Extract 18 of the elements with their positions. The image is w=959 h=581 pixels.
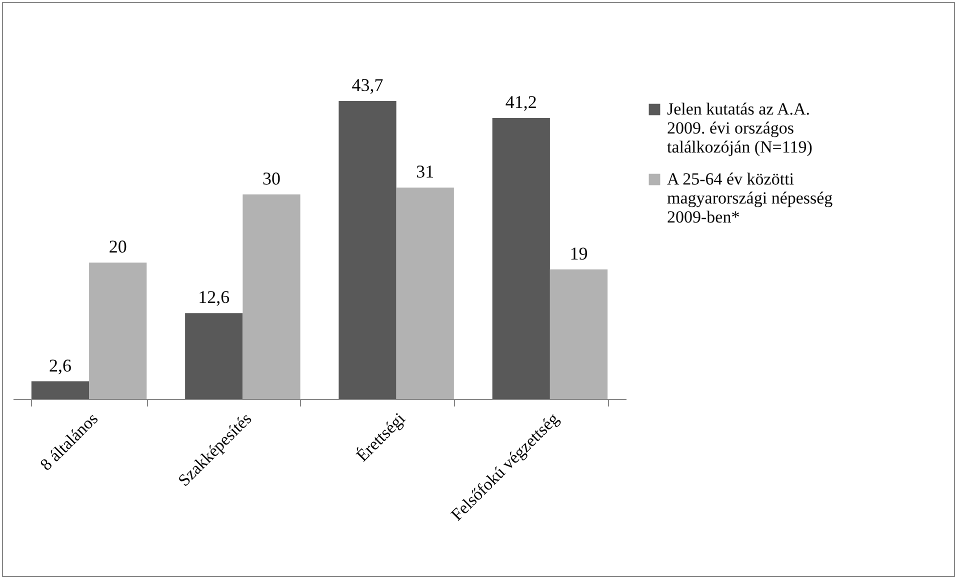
bar [396, 188, 454, 399]
bar [89, 262, 147, 399]
data-label: 19 [570, 243, 588, 264]
data-label: 30 [262, 168, 280, 188]
data-label: 41,2 [505, 92, 537, 112]
data-label: 2,6 [48, 355, 72, 376]
bar [492, 118, 550, 399]
bar [31, 381, 90, 399]
bar [242, 194, 300, 399]
legend-label: A 25-64 év közötti magyarországi népesség 2009-ben* [667, 170, 834, 226]
data-label: 31 [416, 162, 434, 182]
bar [185, 313, 243, 399]
data-label: 43,7 [352, 75, 384, 95]
bar [550, 269, 608, 399]
bar [338, 101, 396, 399]
data-label: 12,6 [198, 287, 230, 308]
legend-label: Jelen kutatás az A.A. 2009. évi országos találkozóján (N=119) [667, 100, 812, 156]
data-label: 20 [108, 236, 127, 257]
